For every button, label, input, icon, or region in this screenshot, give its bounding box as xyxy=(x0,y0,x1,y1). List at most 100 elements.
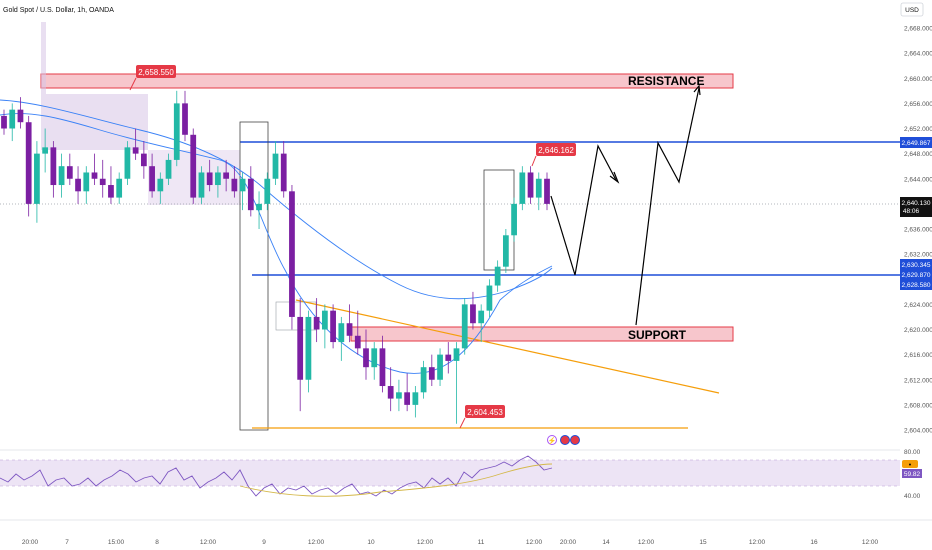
candle-body[interactable] xyxy=(305,316,312,380)
candles-group[interactable] xyxy=(1,90,550,424)
candle-body[interactable] xyxy=(34,153,40,204)
candle-body[interactable] xyxy=(256,203,262,211)
currency-button[interactable] xyxy=(900,2,924,17)
y-tick-label: 2,652.000 xyxy=(904,126,932,133)
candle-body[interactable] xyxy=(66,166,73,179)
candle-body[interactable] xyxy=(321,310,328,330)
candle-body[interactable] xyxy=(50,147,57,186)
candle-body[interactable] xyxy=(313,316,320,330)
projection-path[interactable] xyxy=(550,144,617,276)
candle-body[interactable] xyxy=(445,354,452,361)
candle-body[interactable] xyxy=(272,153,279,179)
candle-body[interactable] xyxy=(486,285,493,311)
candle-body[interactable] xyxy=(412,392,419,405)
candle-body[interactable] xyxy=(387,386,394,399)
candle-body[interactable] xyxy=(173,103,180,160)
candle-body[interactable] xyxy=(42,147,49,154)
candle-body[interactable] xyxy=(99,178,106,186)
x-tick-label: 14 xyxy=(602,539,610,546)
y-tick-label: 2,660.000 xyxy=(904,76,932,83)
x-tick-label: 8 xyxy=(155,539,159,546)
consolidation-shade-1 xyxy=(41,22,148,150)
x-tick-label: 10 xyxy=(367,539,375,546)
candle-body[interactable] xyxy=(396,392,402,399)
candle-body[interactable] xyxy=(215,172,221,186)
callout-low-1[interactable]: 2,604.453 xyxy=(459,405,505,429)
callout-high-1[interactable]: 2,658.550 xyxy=(129,65,176,91)
us-flag-icon-1[interactable] xyxy=(560,435,570,445)
candle-body[interactable] xyxy=(363,348,369,368)
candle-body[interactable] xyxy=(470,304,476,324)
candle-body[interactable] xyxy=(190,134,197,198)
candle-body[interactable] xyxy=(511,203,517,236)
candle-body[interactable] xyxy=(527,172,534,198)
price-tag-current-text: 2,640.130 xyxy=(902,200,931,207)
candle-body[interactable] xyxy=(1,115,7,129)
flash-icon[interactable] xyxy=(547,435,557,445)
x-axis-ticks: 20:00 7 15:00 8 12:00 9 12:00 10 12:00 11 12:00 20:… xyxy=(22,539,879,546)
candle-body[interactable] xyxy=(519,172,526,204)
candle-body[interactable] xyxy=(371,348,378,368)
price-tag-current: 2,640.130 48:06 xyxy=(900,197,932,217)
candle-body[interactable] xyxy=(354,335,361,349)
candle-body[interactable] xyxy=(140,153,147,167)
rsi-signal-line xyxy=(239,463,553,497)
candle-body[interactable] xyxy=(239,178,246,192)
candle-body[interactable] xyxy=(223,172,230,179)
candle-body[interactable] xyxy=(116,178,123,198)
x-tick-label: 15:00 xyxy=(108,539,125,546)
candle-body[interactable] xyxy=(280,153,287,192)
us-flag-icon-2[interactable] xyxy=(570,435,580,445)
candle-body[interactable] xyxy=(198,172,205,198)
candle-body[interactable] xyxy=(124,147,131,179)
moving-average-slow xyxy=(0,99,553,300)
price-tag-support: 2,630.345 2,629.870 2,628.580 xyxy=(900,259,932,290)
rsi-tick-40: 40.00 xyxy=(904,493,921,500)
candle-body[interactable] xyxy=(165,159,172,179)
candle-body[interactable] xyxy=(182,103,188,135)
rsi-tick-80: 80.00 xyxy=(904,449,921,456)
symbol-title[interactable]: Gold Spot / U.S. Dollar, 1h, OANDA xyxy=(3,7,114,14)
candle-body[interactable] xyxy=(247,178,254,211)
candle-body[interactable] xyxy=(338,323,345,343)
range-box-1 xyxy=(239,121,269,431)
candle-body[interactable] xyxy=(132,147,139,154)
projection-path-2[interactable] xyxy=(635,87,700,326)
candle-body[interactable] xyxy=(330,310,336,343)
candle-body[interactable] xyxy=(346,323,353,336)
candle-body[interactable] xyxy=(25,122,32,204)
candle-body[interactable] xyxy=(157,178,164,192)
candle-body[interactable] xyxy=(379,348,386,387)
candle-body[interactable] xyxy=(91,172,98,179)
callout-high-2[interactable]: 2,646.162 xyxy=(531,143,576,167)
candle-body[interactable] xyxy=(297,316,304,380)
candle-body[interactable] xyxy=(289,191,295,317)
x-tick-label: 12:00 xyxy=(308,539,325,546)
candle-body[interactable] xyxy=(108,185,114,198)
candle-body[interactable] xyxy=(58,166,65,186)
y-tick-label: 2,656.000 xyxy=(904,101,932,108)
candle-body[interactable] xyxy=(494,266,501,286)
candle-body[interactable] xyxy=(231,178,238,192)
y-tick-label: 2,604.000 xyxy=(904,428,932,435)
candle-body[interactable] xyxy=(544,178,550,204)
x-tick-label: 20:00 xyxy=(22,539,39,546)
candle-body[interactable] xyxy=(420,367,427,393)
candle-body[interactable] xyxy=(428,367,435,380)
candle-body[interactable] xyxy=(478,310,485,324)
candle-body[interactable] xyxy=(75,178,81,192)
candle-body[interactable] xyxy=(461,304,468,349)
candle-body[interactable] xyxy=(404,392,411,405)
candle-body[interactable] xyxy=(437,354,443,380)
candle-body[interactable] xyxy=(535,178,542,198)
candle-body[interactable] xyxy=(453,348,460,361)
candle-body[interactable] xyxy=(9,109,16,129)
candle-body[interactable] xyxy=(149,166,155,192)
candle-body[interactable] xyxy=(17,109,24,123)
candle-body[interactable] xyxy=(206,172,213,186)
candle-body[interactable] xyxy=(83,172,90,192)
candle-body[interactable] xyxy=(264,178,271,204)
candle-body[interactable] xyxy=(502,235,509,267)
descending-trendline[interactable] xyxy=(295,299,720,394)
